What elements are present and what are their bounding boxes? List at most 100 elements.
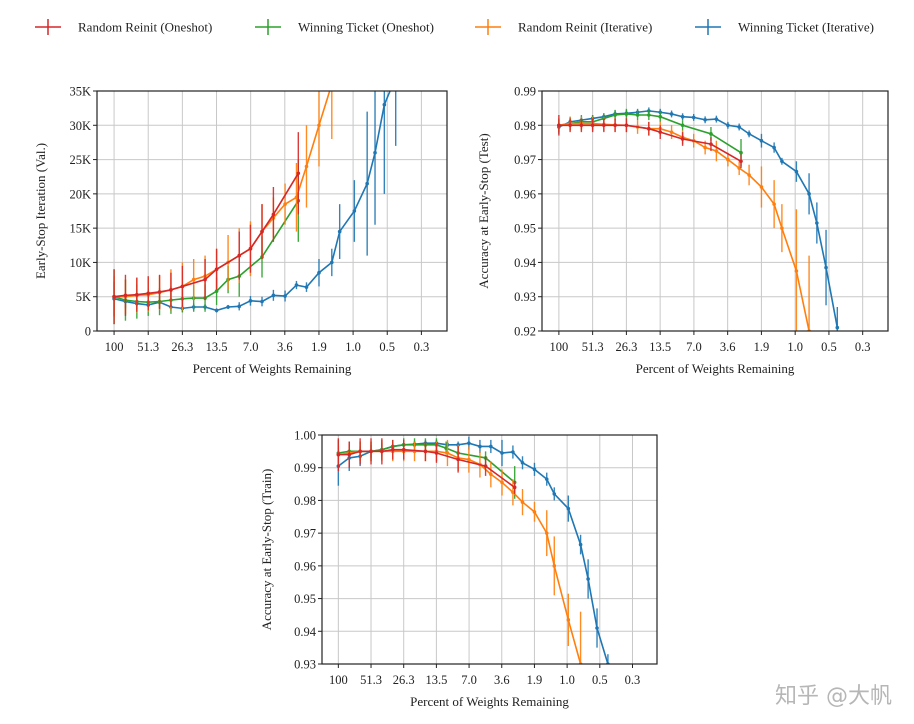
data-point	[544, 477, 549, 481]
data-point	[283, 202, 287, 206]
y-tick-label: 0.96	[294, 559, 316, 573]
data-point	[157, 290, 162, 294]
y-tick-label: 5K	[76, 290, 91, 304]
x-tick-label: 26.3	[615, 340, 637, 354]
data-point	[747, 132, 751, 136]
data-point	[737, 166, 741, 170]
x-tick-label: 1.9	[311, 340, 327, 354]
y-tick-label: 0.99	[514, 85, 536, 99]
chart-2: 100 51.3 26.3 13.5 7.0 3.6 1.9 1.0 0.5 0.3 0.92 0.9…	[476, 85, 889, 376]
data-point	[237, 304, 242, 309]
x-axis-label: Percent of Weights Remaining	[636, 361, 795, 376]
series-winning-ticket-oneshot	[112, 159, 301, 325]
data-point	[624, 123, 629, 128]
data-point	[737, 125, 741, 129]
x-tick-label: 1.9	[754, 340, 770, 354]
data-point	[595, 626, 599, 630]
x-tick-label: 0.3	[855, 340, 871, 354]
data-point	[835, 325, 840, 330]
x-tick-label: 51.3	[137, 340, 159, 354]
x-tick-label: 1.0	[787, 340, 803, 354]
x-tick-label: 1.0	[559, 673, 575, 687]
data-point	[794, 169, 799, 174]
series-line	[558, 124, 742, 162]
data-point	[658, 114, 663, 119]
data-point	[467, 457, 471, 462]
plot-frame	[96, 90, 448, 332]
data-point	[483, 464, 488, 468]
data-point	[296, 171, 301, 176]
y-tick-label: 0.92	[514, 325, 536, 339]
data-point	[203, 277, 207, 282]
y-axis-label: Accuracy at Early-Stop (Train)	[259, 469, 274, 631]
y-axis-label: Early-Stop Iteration (Val.)	[33, 143, 48, 279]
data-point	[271, 212, 276, 217]
y-tick-label: 0.98	[294, 494, 316, 508]
data-point	[423, 449, 428, 454]
data-point	[214, 308, 219, 313]
series-line	[338, 448, 516, 488]
data-point	[520, 500, 525, 504]
data-point	[613, 123, 617, 128]
data-point	[568, 123, 572, 128]
data-point	[358, 449, 362, 454]
data-point	[365, 181, 369, 186]
legend-item: Random Reinit (Iterative)	[475, 19, 652, 35]
data-point	[304, 164, 309, 169]
data-point	[532, 467, 537, 472]
y-tick-label: 15K	[69, 222, 91, 236]
data-point	[772, 202, 776, 206]
data-point	[146, 291, 151, 296]
x-tick-label: 3.6	[720, 340, 736, 354]
legend-label: Winning Ticket (Oneshot)	[298, 20, 434, 35]
legend-item: Winning Ticket (Iterative)	[695, 19, 874, 35]
y-tick-label: 30K	[69, 119, 91, 133]
data-point	[317, 123, 321, 128]
y-tick-label: 0.97	[514, 153, 536, 167]
data-point	[191, 277, 196, 282]
data-point	[747, 173, 751, 177]
x-tick-label: 13.5	[206, 340, 228, 354]
data-point	[283, 294, 287, 298]
data-point	[478, 444, 482, 449]
data-point	[373, 150, 377, 155]
data-point	[794, 269, 799, 273]
data-point	[445, 451, 450, 455]
series-random-reinit-iterative	[112, 91, 333, 318]
data-point	[658, 130, 663, 134]
data-point	[511, 450, 515, 454]
data-point	[624, 112, 629, 116]
x-tick-label: 100	[105, 340, 124, 354]
data-point	[579, 123, 584, 128]
series-line	[113, 200, 299, 304]
x-tick-label: 7.0	[461, 673, 477, 687]
x-tick-label: 1.9	[527, 673, 543, 687]
y-tick-label: 25K	[69, 153, 91, 167]
data-point	[123, 293, 128, 298]
x-tick-label: 7.0	[243, 340, 259, 354]
data-point	[248, 299, 253, 303]
data-point	[260, 229, 264, 234]
data-point	[590, 123, 595, 128]
x-axis-label: Percent of Weights Remaining	[193, 361, 352, 376]
data-point	[382, 102, 387, 107]
y-tick-label: 20K	[69, 187, 91, 201]
x-tick-label: 0.3	[414, 340, 430, 354]
data-point	[557, 123, 561, 128]
data-point	[500, 480, 504, 485]
data-point	[214, 289, 219, 294]
x-tick-label: 100	[329, 673, 348, 687]
y-tick-label: 35K	[69, 85, 91, 99]
data-point	[552, 492, 557, 496]
data-point	[260, 299, 264, 304]
series-group	[112, 91, 397, 325]
x-tick-label: 100	[550, 340, 569, 354]
series-line	[338, 450, 582, 664]
data-point	[347, 452, 352, 457]
data-point	[390, 447, 395, 452]
y-tick-label: 0.99	[294, 461, 316, 475]
x-tick-label: 0.3	[625, 673, 641, 687]
data-point	[169, 288, 173, 292]
data-point	[586, 577, 590, 581]
